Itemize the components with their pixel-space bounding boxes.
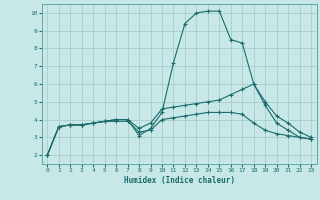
X-axis label: Humidex (Indice chaleur): Humidex (Indice chaleur): [124, 176, 235, 185]
